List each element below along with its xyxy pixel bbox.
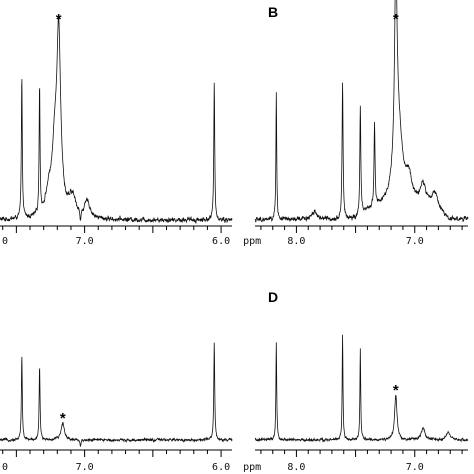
- panel-letter: D: [268, 289, 278, 305]
- panel-letter: B: [268, 4, 278, 20]
- x-tick-label: 0: [2, 462, 8, 473]
- x-tick-label: 7.0: [406, 236, 424, 247]
- spectrum-panel-b: 8.0 7.0 B *: [254, 0, 469, 247]
- spectrum-panel-a: 0 7.0 6.0 ppm *: [0, 11, 261, 247]
- x-tick-label: 7.0: [406, 462, 424, 473]
- spectrum-panel-d: 8.0 7.0 D *: [254, 289, 469, 473]
- peak-asterisk: *: [393, 11, 399, 28]
- x-axis-unit: ppm: [243, 462, 261, 473]
- spectrum-panel-c: 0 7.0 6.0 ppm *: [0, 342, 261, 473]
- x-tick-label: 0: [2, 236, 8, 247]
- peak-asterisk: *: [393, 382, 399, 399]
- x-tick-label: 8.0: [287, 236, 305, 247]
- x-tick-label: 8.0: [287, 462, 305, 473]
- peak-asterisk: *: [60, 410, 66, 427]
- spectrum-trace-b: [254, 0, 469, 223]
- spectrum-trace-d: [254, 334, 469, 443]
- spectrum-trace-c: [0, 342, 233, 447]
- x-tick-label: 7.0: [76, 462, 94, 473]
- spectrum-trace-a: [0, 16, 233, 225]
- x-tick-label: 7.0: [76, 236, 94, 247]
- x-axis-unit: ppm: [243, 236, 261, 247]
- x-tick-label: 6.0: [212, 236, 230, 247]
- peak-asterisk: *: [56, 11, 62, 28]
- x-tick-label: 6.0: [212, 462, 230, 473]
